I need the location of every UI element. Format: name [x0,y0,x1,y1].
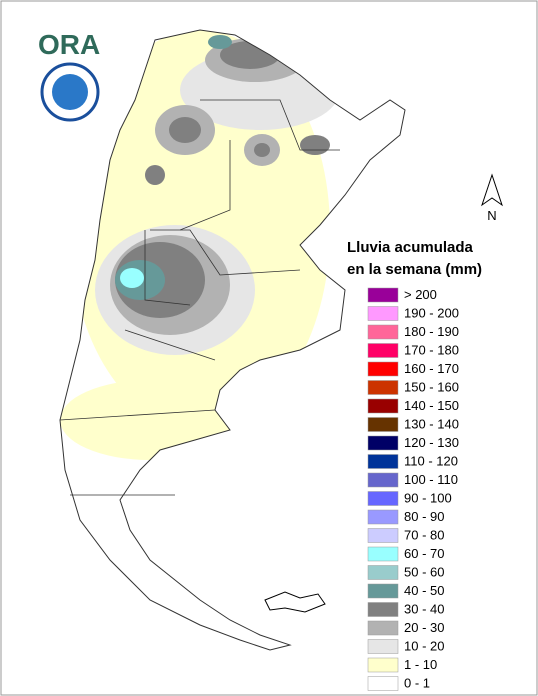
province-borders [59,99,340,496]
legend-label: 20 - 30 [404,620,444,635]
legend-swatch [367,676,399,691]
legend-swatch [367,639,399,654]
legend-swatch [367,546,399,562]
legend-label: 50 - 60 [404,564,444,579]
legend-swatch [367,417,399,432]
legend-swatch [367,509,399,525]
legend-swatch [367,435,399,451]
legend: > 200 190 - 200 180 - 190 170 - 180 160 - 17… [367,287,459,691]
legend-swatch [367,361,399,377]
legend-label: 30 - 40 [404,601,444,616]
legend-label: 180 - 190 [404,324,459,339]
legend-swatch [367,602,399,617]
legend-label: 160 - 170 [404,361,459,376]
legend-label: 10 - 20 [404,638,444,653]
legend-swatch [367,324,399,340]
logo-seal-inner [52,74,88,110]
legend-label: 150 - 160 [404,379,459,394]
legend-label: 1 - 10 [404,657,437,672]
legend-swatch [367,620,399,636]
legend-swatch [367,472,399,488]
legend-swatch [367,398,399,414]
legend-label: 190 - 200 [404,305,459,320]
legend-label: 70 - 80 [404,527,444,542]
legend-swatch [367,287,399,303]
legend-swatch [367,583,399,599]
legend-label: 170 - 180 [404,342,459,357]
legend-label: 120 - 130 [404,435,459,450]
north-label: N [487,208,496,223]
legend-label: 90 - 100 [404,490,452,505]
legend-label: 40 - 50 [404,583,444,598]
legend-label: > 200 [404,287,437,302]
legend-title: en la semana (mm) [347,261,482,278]
legend-swatch [367,306,399,321]
legend-swatch [367,491,399,506]
legend-title: Lluvia acumulada [347,239,474,256]
legend-label: 60 - 70 [404,546,444,561]
legend-swatch [367,565,399,580]
legend-swatch [367,380,399,395]
legend-swatch [367,454,399,469]
legend-label: 80 - 90 [404,509,444,524]
legend-label: 100 - 110 [404,472,458,487]
country-outline [59,29,406,651]
logo-text: ORA [38,29,100,60]
north-arrow: N [481,173,503,223]
legend-swatch [367,528,399,543]
legend-swatch [367,343,399,358]
legend-label: 0 - 1 [404,675,430,690]
legend-label: 130 - 140 [404,416,459,431]
malvinas [264,591,326,613]
legend-label: 140 - 150 [404,398,459,413]
legend-swatch [367,657,399,673]
logo: ORA [38,29,100,122]
legend-label: 110 - 120 [404,453,458,468]
